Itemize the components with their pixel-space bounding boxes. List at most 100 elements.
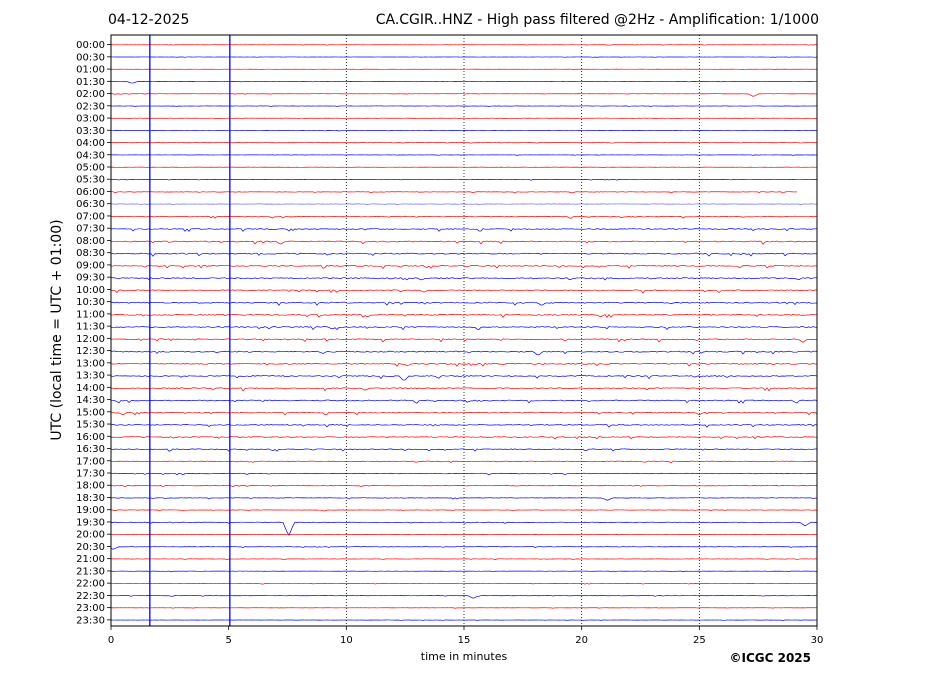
y-tick-label: 11:30 bbox=[76, 322, 105, 333]
y-tick-label: 10:30 bbox=[76, 297, 105, 308]
y-tick-label: 00:00 bbox=[76, 40, 105, 51]
y-tick-label: 06:00 bbox=[76, 187, 105, 198]
trace-0800 bbox=[110, 240, 818, 245]
y-tick-label: 14:00 bbox=[76, 383, 105, 394]
y-tick-label: 14:30 bbox=[76, 395, 105, 406]
trace-1130 bbox=[110, 326, 818, 331]
trace-1800 bbox=[110, 485, 818, 488]
chart-title: CA.CGIR..HNZ - High pass filtered @2Hz -… bbox=[375, 12, 819, 28]
trace-0830 bbox=[110, 252, 818, 257]
y-tick-label: 21:00 bbox=[76, 554, 105, 565]
y-tick-label: 08:00 bbox=[76, 236, 105, 247]
y-tick-label: 00:30 bbox=[76, 52, 105, 63]
trace-0200 bbox=[110, 93, 818, 97]
y-tick-label: 17:00 bbox=[76, 456, 105, 467]
trace-1200 bbox=[110, 338, 817, 343]
trace-2000 bbox=[110, 533, 818, 536]
x-tick-label: 20 bbox=[575, 635, 588, 646]
trace-1330 bbox=[110, 375, 818, 381]
x-tick-label: 0 bbox=[108, 635, 114, 646]
y-tick-label: 04:30 bbox=[76, 150, 105, 161]
y-tick-label: 01:30 bbox=[76, 77, 105, 88]
y-tick-label: 11:00 bbox=[76, 309, 105, 320]
trace-0300 bbox=[110, 117, 818, 120]
trace-1630 bbox=[110, 448, 818, 452]
y-tick-label: 23:30 bbox=[76, 615, 105, 626]
y-tick-label: 16:30 bbox=[76, 444, 105, 455]
y-tick-label: 19:30 bbox=[76, 517, 105, 528]
x-tick-label: 10 bbox=[340, 635, 353, 646]
y-tick-label: 12:30 bbox=[76, 346, 105, 357]
trace-2130 bbox=[110, 570, 818, 573]
y-tick-label: 15:30 bbox=[76, 420, 105, 431]
trace-0130 bbox=[110, 81, 818, 84]
y-tick-label: 06:30 bbox=[76, 199, 105, 210]
trace-1700 bbox=[110, 460, 818, 464]
x-tick-label: 15 bbox=[458, 635, 471, 646]
y-tick-label: 22:00 bbox=[76, 579, 105, 590]
trace-1730 bbox=[110, 472, 818, 476]
y-tick-label: 21:30 bbox=[76, 566, 105, 577]
y-tick-label: 09:00 bbox=[76, 260, 105, 271]
y-tick-label: 09:30 bbox=[76, 273, 105, 284]
trace-0700 bbox=[110, 215, 818, 219]
y-tick-label: 18:00 bbox=[76, 481, 105, 492]
trace-0000 bbox=[111, 44, 818, 46]
y-tick-label: 03:00 bbox=[76, 114, 105, 125]
trace-0730 bbox=[110, 228, 818, 232]
trace-0430 bbox=[110, 154, 818, 156]
plot-background bbox=[111, 35, 817, 626]
y-tick-label: 05:30 bbox=[76, 175, 105, 186]
y-tick-label: 05:00 bbox=[76, 163, 105, 174]
trace-2330 bbox=[110, 619, 818, 621]
trace-1930 bbox=[110, 521, 818, 536]
copyright-label: ©ICGC 2025 bbox=[729, 651, 811, 665]
trace-0930 bbox=[111, 277, 818, 281]
y-tick-label: 03:30 bbox=[76, 126, 105, 137]
trace-1900 bbox=[110, 509, 818, 512]
y-tick-label: 13:30 bbox=[76, 371, 105, 382]
trace-0630 bbox=[110, 203, 818, 206]
trace-1000 bbox=[110, 289, 818, 294]
y-tick-label: 01:00 bbox=[76, 65, 105, 76]
y-tick-label: 10:00 bbox=[76, 285, 105, 296]
trace-1300 bbox=[110, 362, 818, 367]
y-tick-label: 17:30 bbox=[76, 469, 105, 480]
x-axis-label: time in minutes bbox=[420, 650, 508, 663]
trace-1600 bbox=[110, 436, 818, 440]
trace-1030 bbox=[110, 301, 818, 306]
trace-0230 bbox=[110, 105, 818, 107]
y-tick-label: 02:00 bbox=[76, 89, 105, 100]
y-tick-label: 07:30 bbox=[76, 224, 105, 235]
trace-0600 bbox=[110, 191, 798, 194]
trace-0900 bbox=[110, 265, 818, 269]
y-tick-label: 15:00 bbox=[76, 407, 105, 418]
y-tick-label: 13:00 bbox=[76, 358, 105, 369]
trace-1430 bbox=[110, 399, 818, 404]
trace-1500 bbox=[110, 411, 818, 416]
trace-0500 bbox=[110, 166, 818, 168]
trace-2030 bbox=[110, 546, 818, 550]
trace-1400 bbox=[110, 387, 818, 392]
trace-0330 bbox=[110, 130, 818, 132]
y-tick-label: 20:30 bbox=[76, 542, 105, 553]
trace-0530 bbox=[110, 179, 818, 181]
x-tick-label: 25 bbox=[693, 635, 706, 646]
trace-1100 bbox=[110, 313, 818, 318]
y-axis-label: UTC (local time = UTC + 01:00) bbox=[49, 219, 65, 441]
y-tick-label: 18:30 bbox=[76, 493, 105, 504]
trace-2230 bbox=[110, 595, 818, 599]
y-tick-label: 12:00 bbox=[76, 334, 105, 345]
trace-2300 bbox=[110, 607, 818, 609]
trace-1530 bbox=[110, 424, 818, 428]
x-tick-label: 30 bbox=[811, 635, 824, 646]
trace-2200 bbox=[110, 582, 818, 585]
date-label: 04-12-2025 bbox=[108, 12, 190, 28]
trace-0100 bbox=[110, 68, 818, 71]
y-tick-label: 20:00 bbox=[76, 530, 105, 541]
x-tick-label: 5 bbox=[225, 635, 231, 646]
y-tick-label: 02:30 bbox=[76, 101, 105, 112]
y-tick-label: 07:00 bbox=[76, 211, 105, 222]
y-tick-label: 08:30 bbox=[76, 248, 105, 259]
